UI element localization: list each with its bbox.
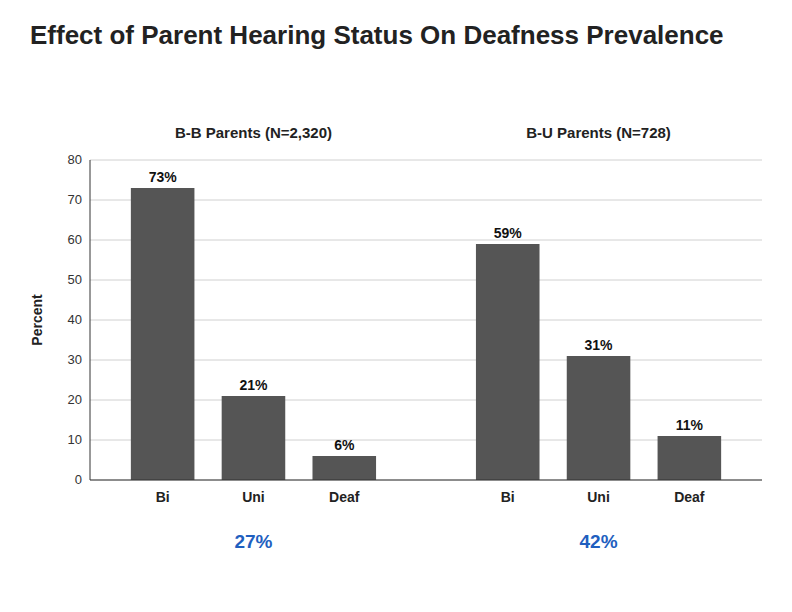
x-tick-label: Bi: [501, 489, 515, 505]
data-label: 59%: [494, 225, 523, 241]
labels: 73% Bi 21% Uni 6% Deaf 59% Bi 31% Uni 11% Deaf B-B P…: [149, 124, 705, 552]
y-tick-label: 10: [68, 432, 82, 447]
chart-svg: Effect of Parent Hearing Status On Deafn…: [0, 0, 792, 612]
y-tick-label: 0: [75, 472, 82, 487]
y-axis-line: [90, 160, 91, 480]
y-tick-label: 30: [68, 352, 82, 367]
background: [0, 0, 792, 612]
x-tick-label: Deaf: [674, 489, 705, 505]
x-axis-line: [90, 480, 762, 481]
bars: [131, 188, 721, 480]
y-tick-label: 80: [68, 152, 82, 167]
x-tick-label: Deaf: [329, 489, 360, 505]
bar: [567, 356, 631, 480]
group-note: 42%: [580, 531, 618, 552]
grid-line: [90, 160, 762, 161]
grid-line: [90, 480, 762, 481]
group-label: B-B Parents (N=2,320): [175, 124, 332, 141]
group-note: 27%: [234, 531, 272, 552]
y-tick-label: 40: [68, 312, 82, 327]
data-label: 31%: [585, 337, 614, 353]
title: Effect of Parent Hearing Status On Deafn…: [30, 20, 724, 50]
y-tick-label: 20: [68, 392, 82, 407]
data-label: 21%: [239, 377, 268, 393]
x-tick-label: Uni: [587, 489, 610, 505]
y-axis-label: Percent: [29, 294, 45, 346]
bar: [658, 436, 722, 480]
y-tick-label: 60: [68, 232, 82, 247]
data-label: 6%: [334, 437, 355, 453]
bar: [476, 244, 540, 480]
group-label: B-U Parents (N=728): [526, 124, 671, 141]
x-tick-label: Uni: [242, 489, 265, 505]
x-tick-label: Bi: [156, 489, 170, 505]
y-tick-label: 50: [68, 272, 82, 287]
bar: [312, 456, 376, 480]
data-label: 73%: [149, 169, 178, 185]
y-axis: 0 10 20 30 40 50 60 70 80: [68, 152, 762, 487]
bar: [131, 188, 195, 480]
title-line: Effect of Parent Hearing Status On Deafn…: [30, 20, 724, 50]
y-tick-label: 70: [68, 192, 82, 207]
bar: [222, 396, 286, 480]
data-label: 11%: [676, 417, 704, 433]
chart-container: Effect of Parent Hearing Status On Deafn…: [0, 0, 792, 612]
